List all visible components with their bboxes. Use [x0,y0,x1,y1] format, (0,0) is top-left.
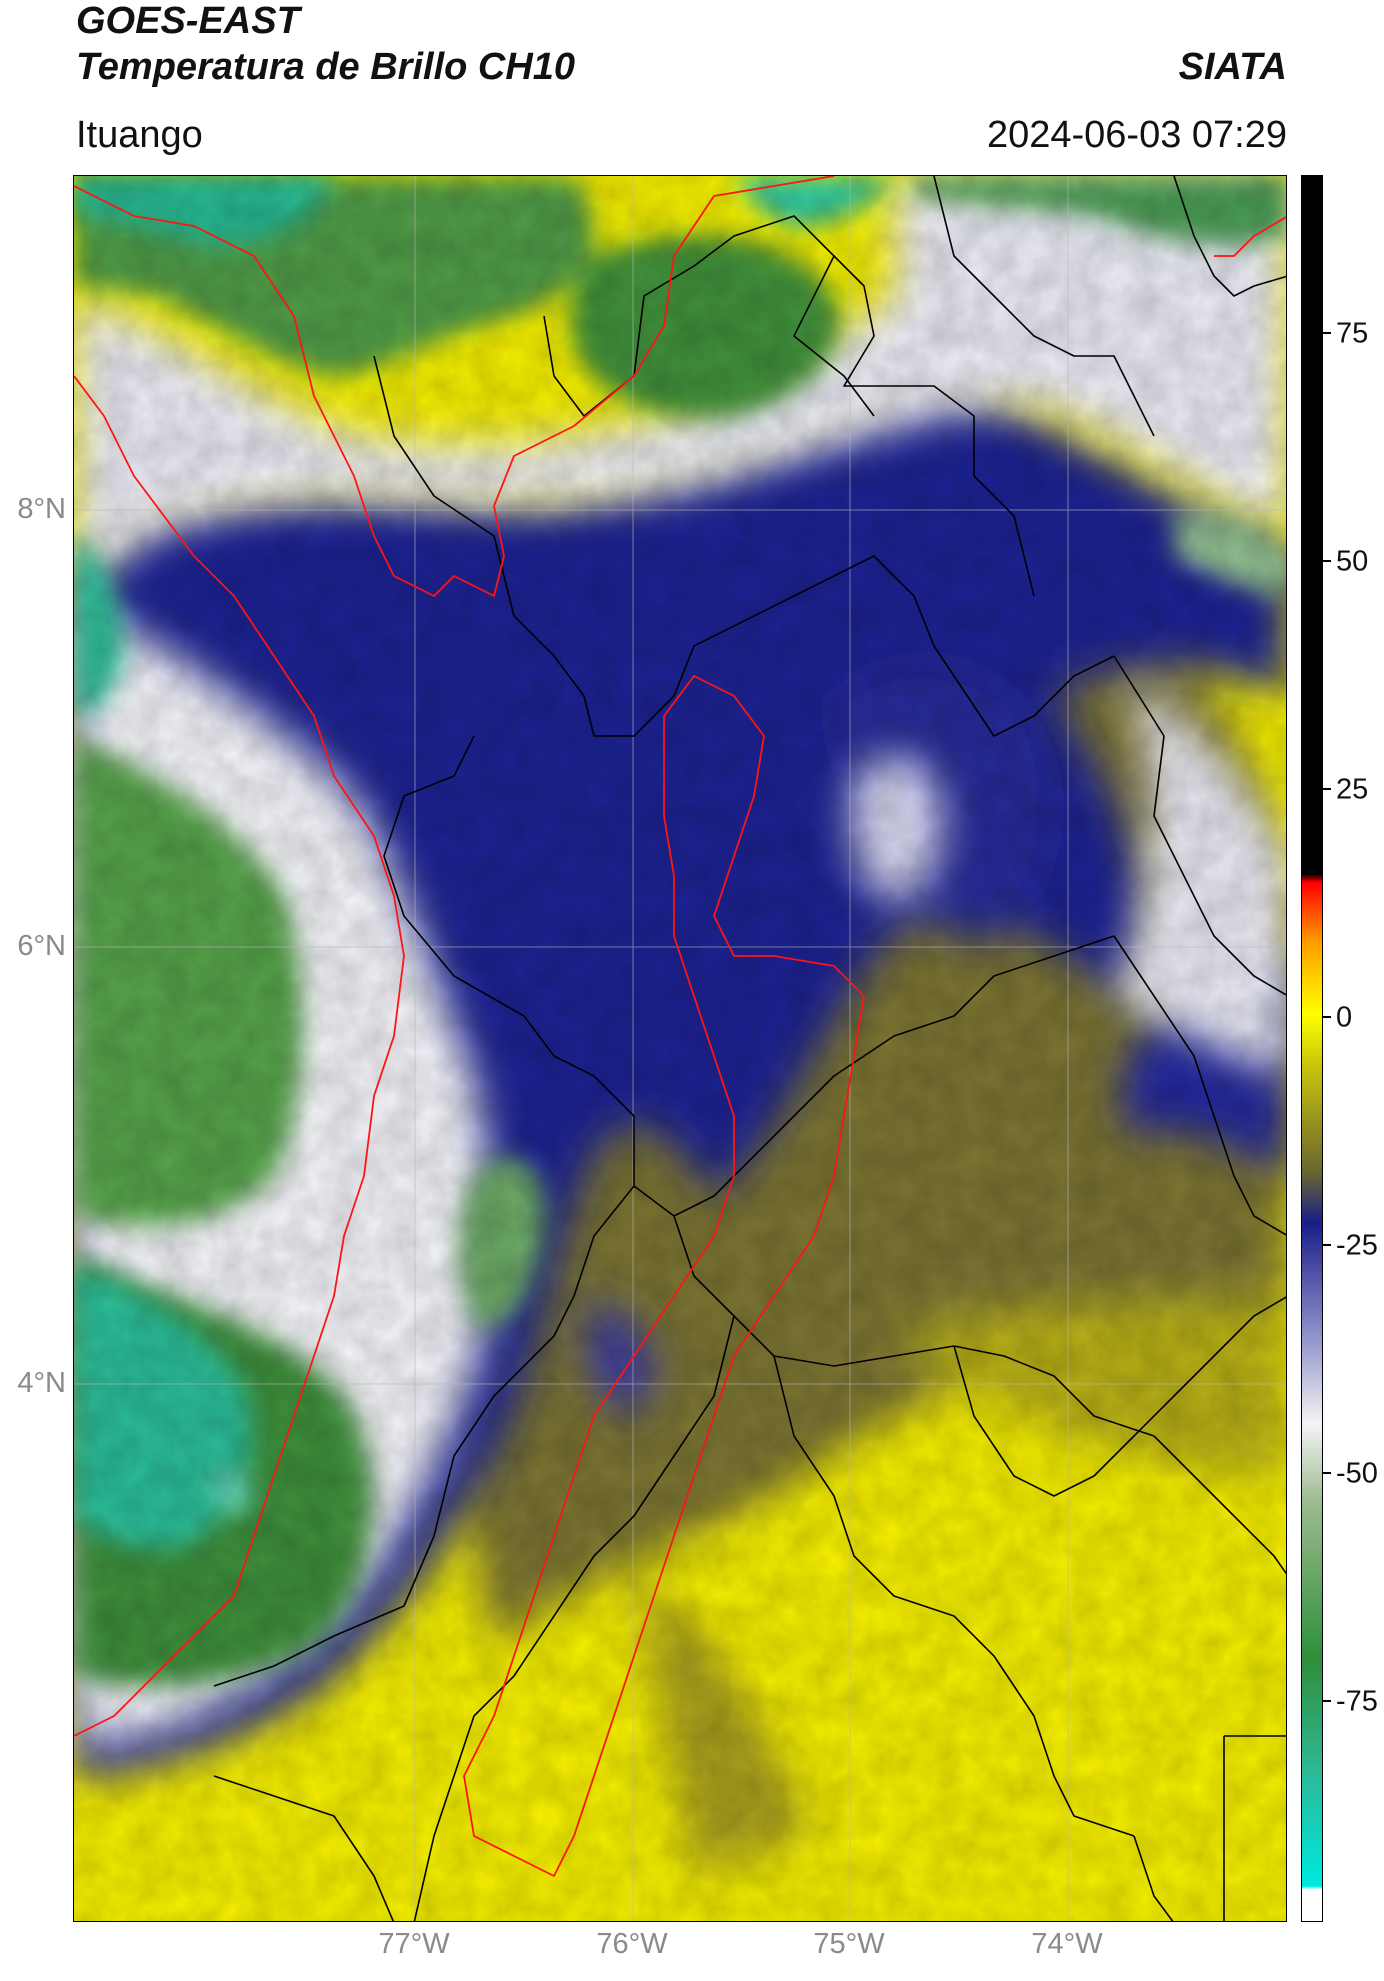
department-boundary [74,176,1286,1877]
datetime-label: 2024-06-03 07:29 [986,114,1287,156]
pacific-coastline [74,375,405,1737]
border-central [593,935,1115,1217]
border-choco-west [383,735,595,1077]
colorbar-label-25: 25 [1336,773,1369,806]
colorbar-tick-75 [1323,332,1331,334]
lat-label-6n: 6°N [17,930,66,962]
caribbean-coastline [74,176,835,597]
colorbar-label-minus25: -25 [1336,1229,1378,1262]
title-line-2: Temperatura de Brillo CH10 [76,46,576,88]
satellite-map[interactable] [73,175,1287,1922]
title-line-1: GOES-EAST [76,0,300,42]
border-north-depts [833,255,1035,597]
colorbar-label-0: 0 [1336,1001,1353,1034]
border-east-south [1153,1435,1286,1575]
lon-label-74w: 74°W [1031,1928,1103,1960]
lon-label-77w: 77°W [378,1928,450,1960]
colorbar-tick-minus75 [1323,1700,1331,1702]
border-northeast [1113,655,1286,996]
border-north-coast [933,176,1155,437]
colorbar-tick-minus50 [1323,1472,1331,1474]
colorbar-tick-0 [1323,1016,1331,1018]
border-panama-colombia [543,215,875,417]
northeast-coastline [1214,216,1286,257]
admin-boundaries [213,176,1286,1921]
border-far-north [1173,176,1286,297]
ituango-region-boundary [463,675,865,1877]
border-tolima [953,1296,1286,1497]
colorbar-label-75: 75 [1336,317,1369,350]
border-narino [213,1775,395,1921]
colorbar-tick-25 [1323,788,1331,790]
colorbar-label-minus50: -50 [1336,1457,1378,1490]
lat-label-4n: 4°N [17,1367,66,1399]
colorbar-tick-minus25 [1323,1244,1331,1246]
lon-label-76w: 76°W [596,1928,668,1960]
border-huila [773,1355,1135,1837]
border-pacific-south [213,1185,635,1687]
colorbar-label-50: 50 [1336,545,1369,578]
border-choco-antioquia [373,355,755,737]
temperature-colorbar [1301,175,1323,1922]
organization-label: SIATA [1178,46,1287,88]
border-cauca [673,1215,1155,1437]
brightness-temperature-field [74,176,1286,1921]
border-antioquia-north [753,555,1115,737]
border-east [1113,935,1286,1236]
lon-label-75w: 75°W [813,1928,885,1960]
border-south [1133,1835,1174,1921]
border-southwest [413,1315,735,1921]
colorbar-label-minus75: -75 [1336,1685,1378,1718]
location-label: Ituango [76,114,203,156]
lat-label-8n: 8°N [17,493,66,525]
colorbar-tick-50 [1323,560,1331,562]
